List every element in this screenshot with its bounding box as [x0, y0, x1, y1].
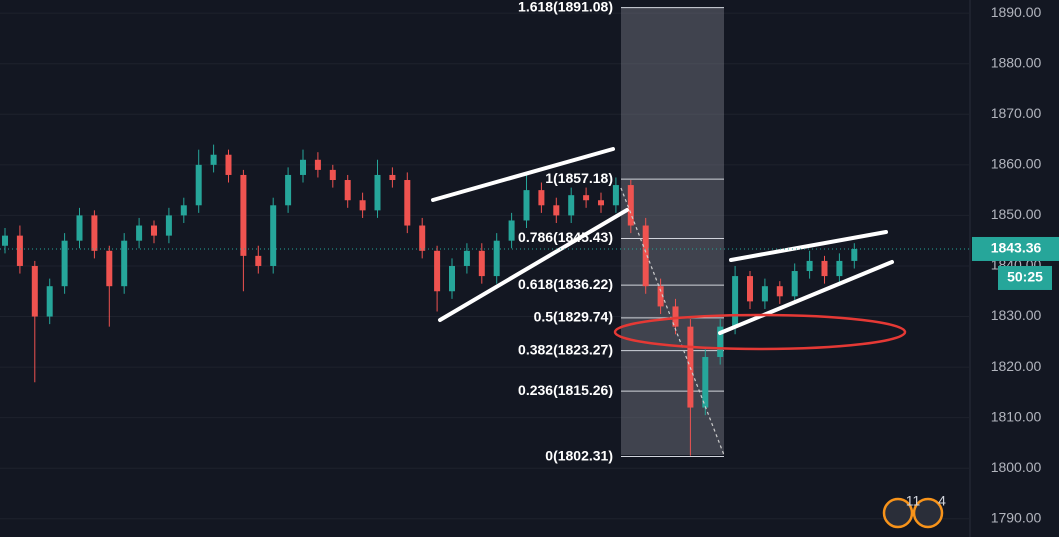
y-tick-label: 1850.00 — [991, 206, 1042, 222]
y-tick-label: 1860.00 — [991, 156, 1042, 172]
candle-body — [151, 225, 157, 236]
candle-body — [16, 235, 23, 266]
fib-label: 0.786(1845.43) — [518, 229, 613, 245]
trendlines — [431, 147, 894, 335]
candle-body — [225, 154, 232, 175]
candle-body — [747, 276, 753, 302]
y-tick-label: 1820.00 — [991, 358, 1042, 374]
candle-body — [523, 190, 530, 221]
candle-body — [508, 220, 515, 241]
trendline — [729, 230, 888, 262]
y-tick-label: 1800.00 — [991, 459, 1042, 475]
highlight-ellipse — [613, 313, 907, 351]
fib-label: 0.618(1836.22) — [518, 276, 613, 292]
badge-count[interactable]: 11 — [906, 493, 921, 509]
candle-body — [851, 248, 858, 261]
badge-icon[interactable] — [882, 497, 914, 529]
candle-body — [76, 215, 83, 241]
y-tick-label: 1830.00 — [991, 307, 1042, 323]
price-tag-label: 1843.36 — [991, 240, 1042, 256]
candle-body — [165, 215, 172, 236]
trendline — [718, 260, 894, 335]
fib-label: 1(1857.18) — [545, 170, 613, 186]
candle-body — [761, 286, 768, 302]
candle-body — [31, 265, 38, 317]
candle-body — [434, 250, 441, 292]
candle-body — [314, 159, 321, 170]
candle-body — [46, 286, 53, 317]
candle-body — [836, 260, 843, 277]
candle-body — [583, 195, 590, 201]
trendline — [431, 147, 615, 202]
badges[interactable]: 11 4 — [882, 493, 946, 529]
candle-body — [776, 286, 783, 297]
trendline — [438, 208, 629, 322]
candle-body — [568, 195, 575, 216]
candle-body — [106, 250, 113, 287]
candle-body — [374, 174, 381, 211]
fib-label: 1.618(1891.08) — [518, 0, 613, 14]
candle-body — [180, 205, 187, 216]
candle-body — [612, 185, 619, 206]
candle-body — [672, 306, 679, 327]
y-tick-label: 1870.00 — [991, 105, 1042, 121]
candle-body — [627, 185, 634, 226]
y-tick-label: 1790.00 — [991, 509, 1042, 525]
price-tag — [972, 236, 1059, 261]
candle-body — [404, 180, 411, 226]
candle-body — [553, 205, 560, 216]
candle-body — [657, 286, 664, 307]
candle-body — [642, 225, 649, 287]
candle-body — [195, 164, 202, 206]
countdown-label: 50:25 — [1007, 269, 1043, 285]
candle-body — [61, 240, 68, 287]
candle-body — [136, 225, 143, 241]
badge-icon[interactable] — [912, 497, 944, 529]
candle-body — [255, 255, 262, 266]
candle-body — [806, 260, 813, 272]
candle-body — [329, 169, 336, 181]
candle-body — [702, 356, 709, 408]
candle-body — [389, 174, 396, 181]
fib-label: 0(1802.31) — [545, 447, 613, 463]
candle-body — [359, 200, 366, 211]
candle-body — [240, 174, 247, 256]
candle-body — [285, 174, 292, 206]
candle-body — [717, 326, 724, 357]
fib-zone — [621, 7, 724, 455]
y-tick-label: 1880.00 — [991, 54, 1042, 70]
candle-body — [344, 180, 351, 201]
candle-body — [121, 240, 128, 287]
candle-body — [791, 271, 798, 297]
candle-body — [538, 190, 545, 206]
y-tick-label: 1890.00 — [991, 4, 1042, 20]
fib-label: 0.5(1829.74) — [534, 309, 613, 325]
candle-body — [449, 265, 455, 292]
candle-body — [732, 276, 739, 327]
candle-body — [300, 159, 306, 175]
fib-label: 0.236(1815.26) — [518, 382, 613, 398]
badge-count[interactable]: 4 — [938, 493, 946, 509]
candle-body — [270, 205, 277, 266]
candle-body — [493, 240, 500, 277]
candle-body — [2, 235, 8, 246]
candle-body — [210, 154, 217, 165]
y-tick-label: 1810.00 — [991, 408, 1042, 424]
candle-body — [821, 260, 828, 277]
countdown-tag — [998, 265, 1052, 290]
fib-label: 0.382(1823.27) — [518, 341, 613, 357]
candle-body — [478, 250, 485, 277]
candle-body — [598, 200, 604, 206]
candle-body — [419, 225, 426, 251]
candle-body — [91, 215, 98, 251]
candle-body — [463, 250, 470, 266]
